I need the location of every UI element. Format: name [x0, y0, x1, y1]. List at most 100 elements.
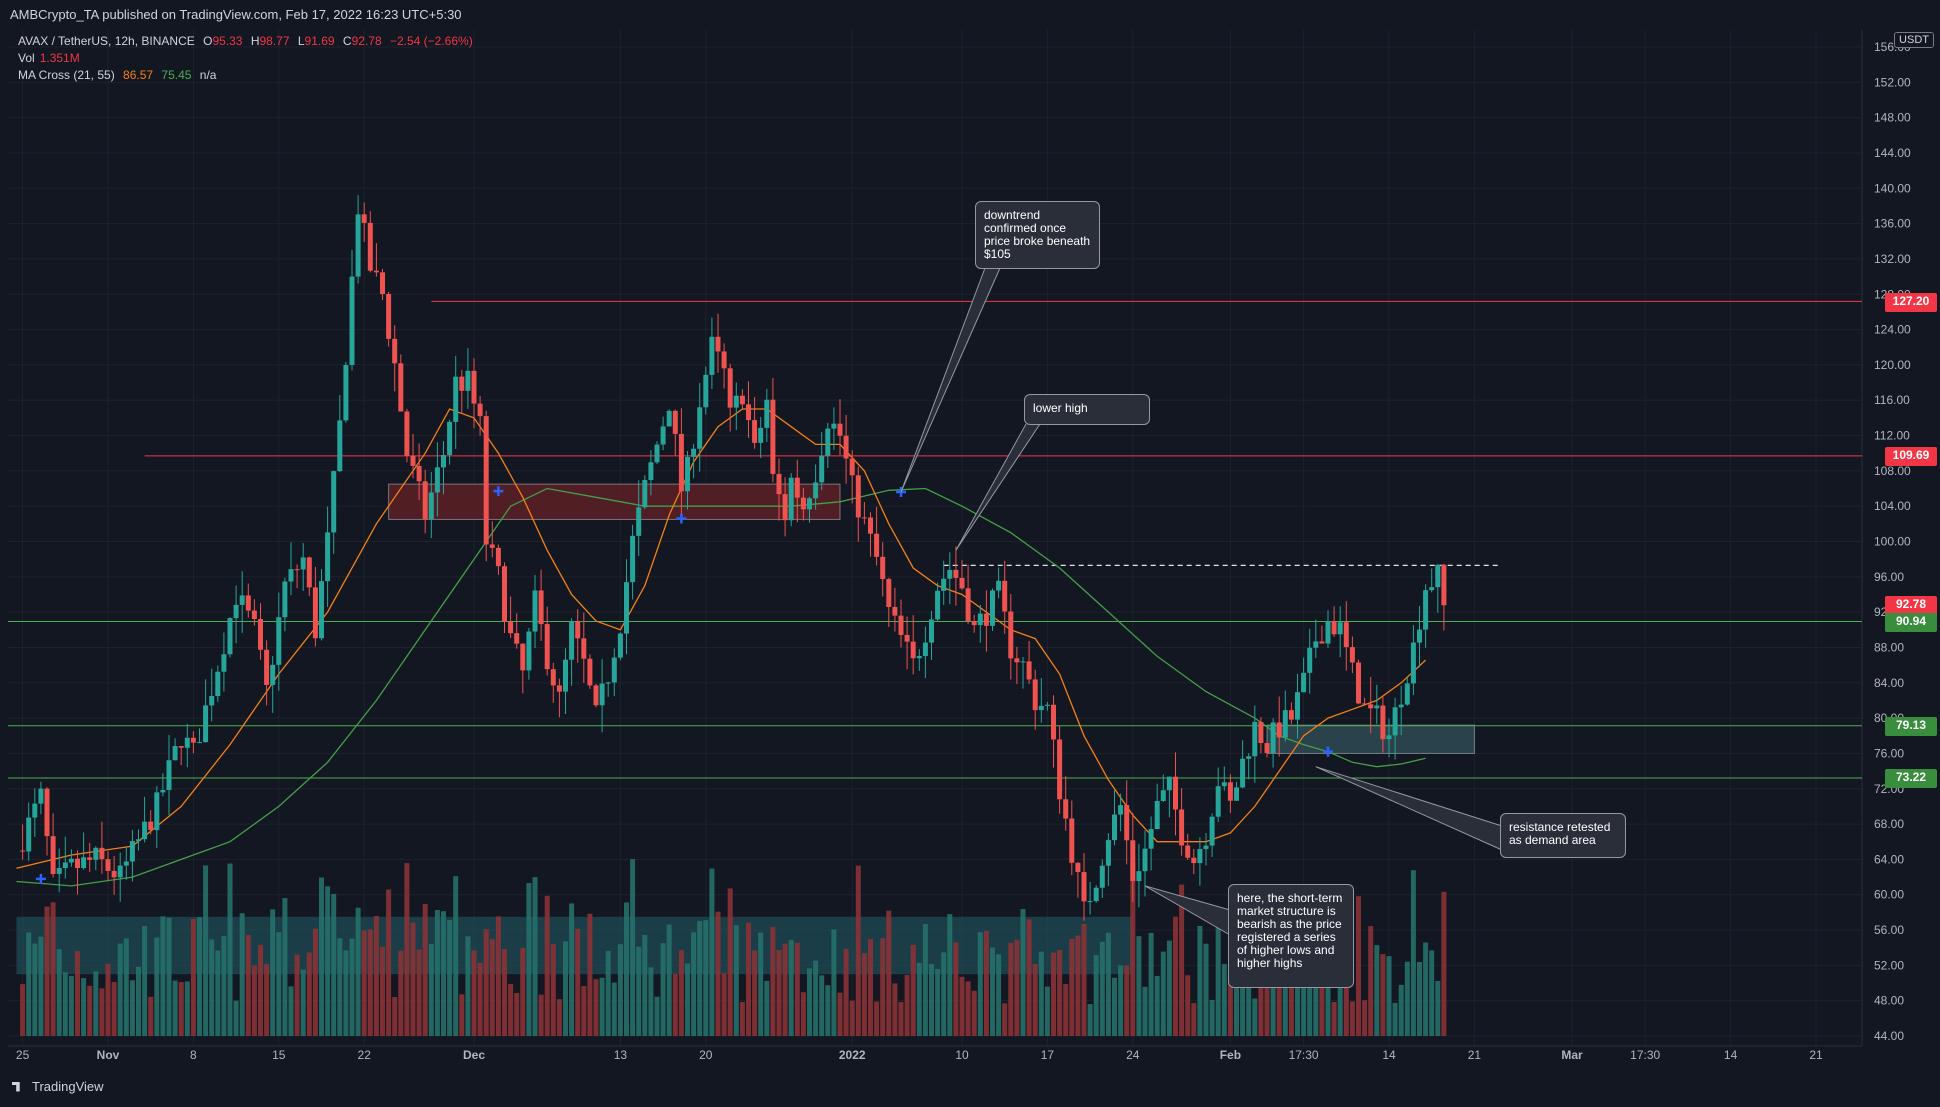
- volume-bar: [1331, 1001, 1337, 1036]
- ma-fast-value: 86.57: [123, 68, 154, 82]
- volume-bar: [831, 929, 837, 1036]
- candle-body: [563, 659, 568, 692]
- volume-bar: [898, 1002, 904, 1036]
- candle-body: [172, 746, 178, 761]
- candle-body: [575, 621, 581, 639]
- volume-bar: [1368, 926, 1374, 1036]
- volume-bar: [1081, 923, 1087, 1036]
- volume-bar: [1264, 955, 1270, 1036]
- grid: [8, 30, 1863, 1047]
- volume-bar: [1154, 975, 1160, 1036]
- volume-bar: [331, 893, 337, 1036]
- candle-body: [1301, 672, 1307, 693]
- close-value: 92.78: [351, 34, 382, 48]
- volume-bar: [166, 917, 172, 1036]
- candle-body: [227, 618, 233, 655]
- volume-bar: [441, 911, 446, 1036]
- volume-bar: [697, 920, 703, 1036]
- candle-body: [264, 649, 270, 685]
- volume-bar: [87, 985, 93, 1036]
- candle-body: [1136, 871, 1142, 882]
- candle-body: [550, 669, 556, 686]
- ma-slow-value: 75.45: [161, 68, 192, 82]
- candle-body: [739, 395, 745, 405]
- candle-body: [288, 569, 294, 582]
- note-structure: here, the short-term market structure is…: [1228, 884, 1354, 988]
- volume-bar: [422, 904, 428, 1036]
- volume-bar: [1313, 953, 1319, 1036]
- candle-body: [715, 336, 721, 352]
- candle-body: [1160, 790, 1166, 801]
- volume-bar: [434, 909, 440, 1036]
- volume-bar: [575, 928, 581, 1036]
- volume-bar: [990, 947, 995, 1036]
- volume-bar: [1166, 940, 1172, 1036]
- candle-body: [459, 376, 465, 391]
- volume-bar: [1209, 999, 1215, 1036]
- volume-bar: [410, 922, 416, 1036]
- candle-body: [1368, 704, 1374, 709]
- candle-body: [386, 294, 392, 339]
- currency-badge[interactable]: USDT: [1894, 32, 1934, 48]
- candle-body: [1173, 776, 1178, 810]
- volume-bar: [203, 865, 209, 1036]
- candle-body: [495, 547, 501, 567]
- volume-bar: [1130, 861, 1136, 1036]
- volume-bar: [1087, 1004, 1093, 1036]
- volume-bar: [251, 965, 257, 1036]
- y-tick-label: 144.00: [1874, 146, 1911, 160]
- candle-body: [197, 742, 202, 744]
- volume-bar: [56, 949, 62, 1036]
- candle-body: [1057, 739, 1063, 800]
- candle-body: [587, 658, 593, 686]
- candle-body: [526, 631, 532, 671]
- volume-bar: [160, 916, 166, 1036]
- volume-bar: [648, 967, 654, 1036]
- x-tick-label: Dec: [463, 1048, 485, 1062]
- candle-body: [1209, 816, 1215, 846]
- volume-bar: [910, 944, 916, 1036]
- volume-bar: [428, 943, 434, 1036]
- volume-bar: [849, 1000, 855, 1036]
- y-tick-label: 152.00: [1874, 75, 1911, 89]
- candle-body: [1166, 776, 1172, 791]
- volume-bar: [666, 924, 672, 1036]
- volume-bar: [349, 938, 355, 1036]
- candle-body: [373, 270, 379, 273]
- brand-name: TradingView: [32, 1079, 104, 1094]
- open-label: O: [203, 34, 213, 48]
- candle-body: [337, 420, 343, 472]
- note-resistance: resistance retested as demand area: [1500, 813, 1626, 858]
- candle-body: [239, 595, 245, 605]
- candle-body: [977, 613, 983, 626]
- candle-body: [294, 569, 300, 571]
- volume-bar: [672, 973, 678, 1036]
- candle-body: [1276, 722, 1282, 738]
- volume-legend: Vol 1.351M: [18, 51, 85, 65]
- volume-bar: [1002, 1003, 1008, 1036]
- volume-bar: [1020, 909, 1026, 1036]
- volume-bar: [1410, 870, 1416, 1036]
- candle-body: [1014, 658, 1020, 663]
- volume-bar: [404, 863, 410, 1036]
- candle-body: [75, 858, 80, 869]
- candle-body: [1087, 901, 1093, 903]
- volume-bar: [996, 954, 1002, 1036]
- volume-bar: [556, 999, 562, 1036]
- candle-body: [416, 465, 422, 482]
- candle-body: [105, 859, 111, 871]
- volume-bar: [1197, 925, 1203, 1036]
- candle-body: [971, 621, 977, 626]
- volume-bar: [739, 1001, 745, 1036]
- volume-bar: [1325, 956, 1331, 1036]
- candle-body: [1215, 786, 1221, 817]
- tradingview-logo[interactable]: TradingView: [12, 1079, 104, 1094]
- candle-body: [392, 338, 398, 364]
- volume-bar: [630, 859, 636, 1036]
- candle-body: [697, 407, 703, 449]
- candle-body: [1038, 705, 1044, 711]
- volume-bar: [1057, 949, 1063, 1036]
- candle-body: [184, 737, 190, 748]
